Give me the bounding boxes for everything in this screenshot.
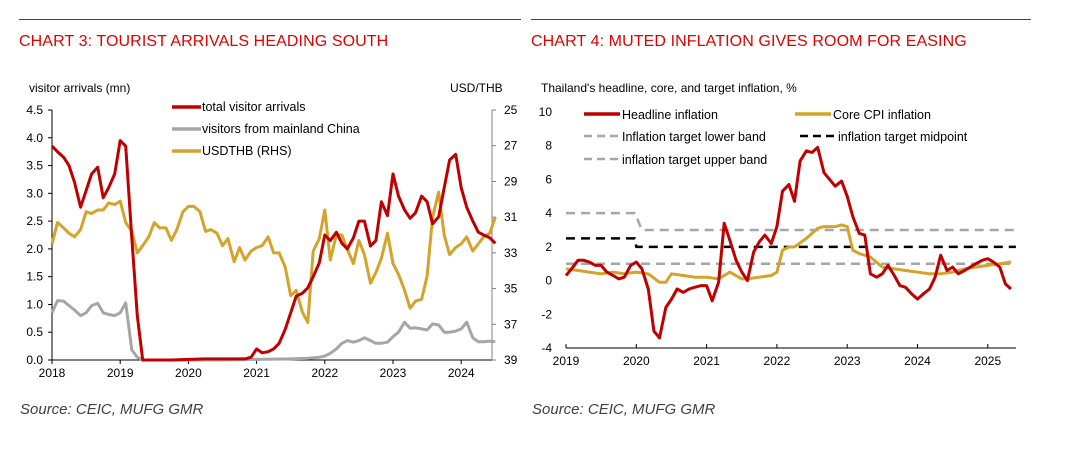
chart4-series-headline-inflation <box>564 145 1013 340</box>
chart3-x-tick-label: 2022 <box>311 366 338 380</box>
chart4-legend-label-core-cpi-inflation: Core CPI inflation <box>833 108 931 122</box>
chart4-y-tick-label: 6 <box>545 172 552 186</box>
chart3-series-visitors-from-mainland-china <box>50 299 496 362</box>
chart4-x-tick-label: 2020 <box>623 354 650 368</box>
chart4-top-rule <box>531 19 1031 20</box>
chart3-legend-label-usdthb-rhs: USDTHB (RHS) <box>202 144 292 158</box>
chart3-right-tick-label: 33 <box>504 246 518 260</box>
chart4-x-tick-label: 2024 <box>904 354 931 368</box>
chart4-y-tick-label: 2 <box>545 240 552 254</box>
chart3-x-tick-label: 2019 <box>107 366 134 380</box>
chart4-x-tick-label: 2023 <box>834 354 861 368</box>
chart3-x-tick-label: 2020 <box>175 366 202 380</box>
chart3-right-tick-label: 25 <box>504 103 518 117</box>
chart3-x-tick-label: 2018 <box>39 366 66 380</box>
chart3-left-tick-label: 4.0 <box>26 131 43 145</box>
chart3-series-total-visitor-arrivals <box>50 139 497 362</box>
chart3-legend-label-total-visitor-arrivals: total visitor arrivals <box>202 100 306 114</box>
chart3-left-tick-label: 3.0 <box>26 186 43 200</box>
chart3-left-tick-label: 3.5 <box>26 159 43 173</box>
chart4-legend-label-inflation-target-upper-band: inflation target upper band <box>622 153 767 167</box>
chart4-series-inflation-target-midpoint <box>566 237 1016 249</box>
chart4-legend-label-headline-inflation: Headline inflation <box>622 108 718 122</box>
chart3-left-tick-label: 4.5 <box>26 103 43 117</box>
chart3-left-tick-label: 2.5 <box>26 214 43 228</box>
chart3-source: Source: CEIC, MUFG GMR <box>20 401 204 418</box>
chart4-y-tick-label: -2 <box>541 307 552 321</box>
chart3-title: CHART 3: TOURIST ARRIVALS HEADING SOUTH <box>19 33 389 50</box>
chart4-y-tick-label: 0 <box>545 274 552 288</box>
chart3-left-axis-label: visitor arrivals (mn) <box>29 81 130 95</box>
chart4-x-tick-label: 2019 <box>553 354 580 368</box>
chart3-x-tick-label: 2024 <box>448 366 475 380</box>
chart3-right-tick-label: 27 <box>504 139 518 153</box>
chart4-y-tick-label: -4 <box>541 341 552 355</box>
chart3-left-tick-label: 0.5 <box>26 325 43 339</box>
chart4-series-inflation-target-upper-band <box>566 211 1016 232</box>
chart4-x-tick-label: 2021 <box>693 354 720 368</box>
chart4-legend-label-inflation-target-midpoint: inflation target midpoint <box>838 130 968 144</box>
chart4-y-tick-label: 10 <box>539 105 553 119</box>
chart3-left-tick-label: 2.0 <box>26 242 43 256</box>
chart3-left-tick-label: 1.5 <box>26 270 43 284</box>
chart4-y-tick-label: 8 <box>545 139 552 153</box>
chart4-x-tick-label: 2022 <box>764 354 791 368</box>
chart4-y-tick-label: 4 <box>545 206 552 220</box>
chart3-right-tick-label: 39 <box>504 353 518 367</box>
chart3-x-tick-label: 2023 <box>380 366 407 380</box>
chart4-x-tick-label: 2025 <box>974 354 1001 368</box>
chart4-series-core-cpi-inflation <box>565 223 1012 284</box>
chart3-right-axis-label: USD/THB <box>450 81 503 95</box>
chart3-series-usdthb-rhs <box>50 190 497 324</box>
chart4-source: Source: CEIC, MUFG GMR <box>532 401 716 418</box>
chart3: visitor arrivals (mn) USD/THB 0.0 0.5 1.0 1… <box>26 81 517 380</box>
chart4-title: CHART 4: MUTED INFLATION GIVES ROOM FOR … <box>531 33 967 50</box>
chart3-left-tick-label: 0.0 <box>26 353 43 367</box>
chart3-right-tick-label: 31 <box>504 210 518 224</box>
chart3-top-rule <box>19 19 521 20</box>
chart4-subtitle: Thailand's headline, core, and target in… <box>541 81 797 95</box>
chart3-legend-label-visitors-from-mainland-china: visitors from mainland China <box>202 122 360 136</box>
chart3-left-tick-label: 1.0 <box>26 297 43 311</box>
chart3-right-tick-label: 35 <box>504 282 518 296</box>
chart4: Thailand's headline, core, and target in… <box>539 81 1016 368</box>
chart3-right-tick-label: 37 <box>504 317 518 331</box>
chart3-right-tick-label: 29 <box>504 174 518 188</box>
chart3-x-tick-label: 2021 <box>243 366 270 380</box>
chart4-legend-label-inflation-target-lower-band: Inflation target lower band <box>622 130 766 144</box>
